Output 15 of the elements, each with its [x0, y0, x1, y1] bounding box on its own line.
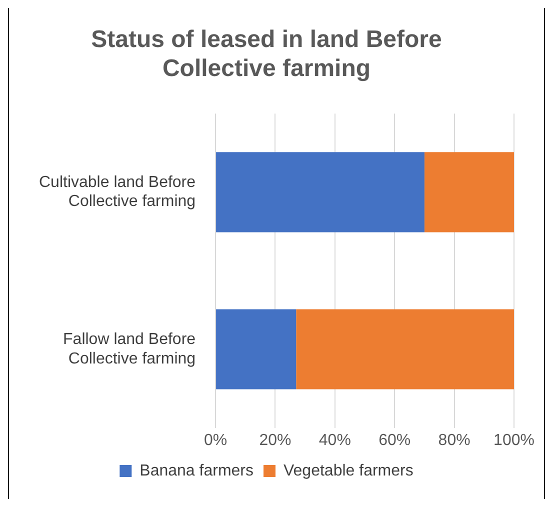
chart-title: Status of leased in land Before Collective farming	[91, 26, 442, 82]
legend-label: Banana farmers	[140, 462, 254, 480]
x-tick-label: 20%	[259, 432, 292, 449]
bar	[296, 309, 514, 390]
bar	[216, 309, 296, 390]
legend-label: Vegetable farmers	[283, 462, 414, 480]
bar	[424, 152, 514, 232]
x-tick-label: 60%	[378, 432, 411, 449]
bar	[216, 152, 424, 232]
y-tick-label: Fallow land Before Collective farming	[63, 331, 196, 368]
y-tick-label: Cultivable land Before Collective farming	[38, 174, 196, 210]
x-tick-label: 40%	[318, 432, 351, 449]
x-tick-label: 0%	[204, 432, 228, 449]
x-tick-label: 100%	[494, 432, 534, 449]
x-tick-label: 80%	[438, 432, 470, 449]
